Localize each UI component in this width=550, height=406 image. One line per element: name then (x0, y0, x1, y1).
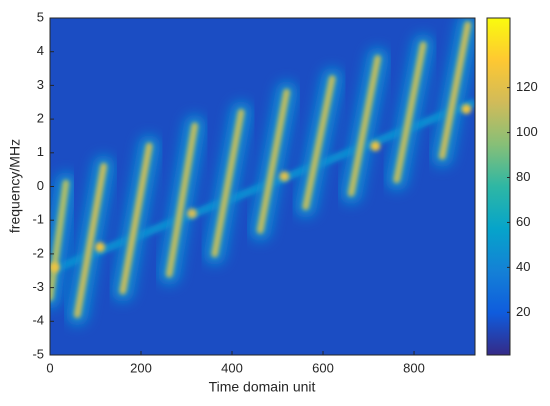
streak (119, 142, 153, 295)
colorbar-tick-label: 120 (516, 79, 538, 94)
streak (347, 54, 382, 197)
colorbar-tick-label: 80 (516, 169, 530, 184)
streak (438, 21, 472, 160)
y-tick-label: 2 (37, 111, 44, 126)
peak (95, 242, 106, 253)
streak (393, 41, 427, 184)
y-tick-label: 1 (37, 144, 44, 159)
y-tick-label: 5 (37, 9, 44, 24)
colorbar-tick-label: 100 (516, 124, 538, 139)
colorbar-tick-label: 20 (516, 304, 530, 319)
heatmap (50, 18, 475, 355)
x-tick-label: 600 (312, 360, 334, 375)
peak (186, 208, 197, 219)
peak (370, 141, 381, 152)
y-axis-label: frequency/MHz (7, 139, 23, 233)
y-tick-label: -5 (32, 346, 44, 361)
x-axis-label: Time domain unit (209, 379, 316, 395)
y-tick-label: -1 (32, 212, 44, 227)
x-tick-label: 800 (403, 360, 425, 375)
streak (73, 162, 108, 319)
streak (256, 88, 291, 234)
y-tick-label: 4 (37, 43, 44, 58)
colorbar-tick-label: 40 (516, 259, 530, 274)
peak (279, 171, 290, 182)
x-tick-label: 0 (46, 360, 53, 375)
streak (211, 108, 245, 258)
x-tick-label: 200 (130, 360, 152, 375)
streak (50, 179, 70, 302)
x-tick-label: 400 (221, 360, 243, 375)
colorbar-tick-label: 60 (516, 214, 530, 229)
y-tick-label: -2 (32, 245, 44, 260)
y-tick-label: -3 (32, 279, 44, 294)
peak (50, 262, 60, 273)
peak (461, 103, 472, 114)
streak (165, 122, 199, 278)
colorbar (486, 17, 511, 356)
streak (302, 75, 336, 211)
y-tick-label: -4 (32, 313, 44, 328)
y-tick-label: 3 (37, 77, 44, 92)
y-tick-label: 0 (37, 178, 44, 193)
